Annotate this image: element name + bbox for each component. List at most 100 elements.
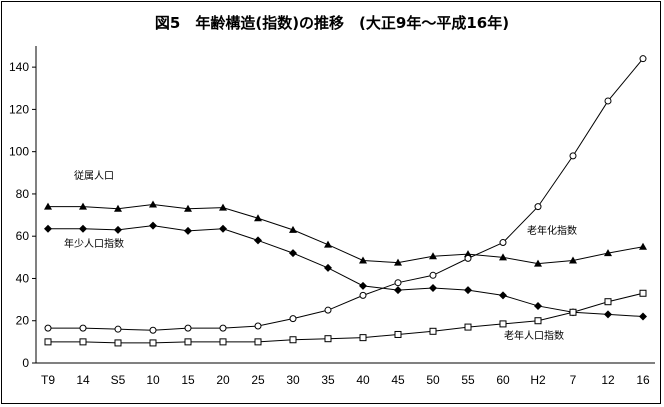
x-tick-label: 60 xyxy=(496,373,510,387)
data-point-s3-10 xyxy=(359,291,367,299)
data-point-s3-13 xyxy=(464,254,472,262)
data-point-s3-7 xyxy=(254,322,262,330)
x-tick-label: 7 xyxy=(570,373,577,387)
data-point-s3-9 xyxy=(324,306,332,314)
data-point-s2-3 xyxy=(114,225,122,234)
data-point-s1-5 xyxy=(184,204,192,212)
data-point-s3-14 xyxy=(499,239,507,247)
data-point-s3-8 xyxy=(289,315,297,323)
data-point-s2-15 xyxy=(534,301,542,310)
data-point-s2-13 xyxy=(464,286,472,295)
data-point-s3-15 xyxy=(534,203,542,211)
x-tick-label: S5 xyxy=(111,373,126,387)
data-point-s3-4 xyxy=(149,326,157,334)
data-point-s2-7 xyxy=(254,236,262,245)
x-tick-label: 15 xyxy=(181,373,195,387)
data-point-s4-3 xyxy=(114,339,122,347)
data-point-s4-12 xyxy=(429,327,437,335)
x-tick-label: 45 xyxy=(391,373,405,387)
data-point-s4-9 xyxy=(324,335,332,343)
x-tick-label: 10 xyxy=(146,373,160,387)
x-tick-label: 55 xyxy=(461,373,475,387)
data-point-s2-14 xyxy=(499,291,507,300)
data-point-s2-4 xyxy=(149,221,157,230)
data-point-s1-4 xyxy=(149,200,157,208)
data-point-s1-11 xyxy=(394,258,402,266)
data-point-s3-2 xyxy=(79,324,87,332)
data-point-s3-5 xyxy=(184,324,192,332)
data-point-s2-1 xyxy=(44,224,52,233)
data-point-s4-10 xyxy=(359,334,367,342)
data-point-s2-8 xyxy=(289,249,297,258)
data-point-s4-14 xyxy=(499,320,507,328)
series-label-4: 老年人口指数 xyxy=(504,329,564,342)
data-point-s4-5 xyxy=(184,338,192,346)
data-point-s4-4 xyxy=(149,339,157,347)
x-tick-label: 35 xyxy=(321,373,335,387)
x-tick-label: 30 xyxy=(286,373,300,387)
x-tick-label: T9 xyxy=(41,373,55,387)
data-point-s4-8 xyxy=(289,336,297,344)
x-tick-label: 16 xyxy=(636,373,650,387)
data-point-s4-2 xyxy=(79,338,87,346)
data-point-s4-15 xyxy=(534,317,542,325)
data-point-s2-6 xyxy=(219,224,227,233)
data-point-s3-18 xyxy=(639,55,647,63)
data-point-s4-16 xyxy=(569,308,577,316)
data-point-s3-11 xyxy=(394,279,402,287)
data-point-s1-8 xyxy=(289,225,297,233)
data-point-s1-15 xyxy=(534,259,542,267)
data-point-s4-6 xyxy=(219,338,227,346)
data-point-s1-14 xyxy=(499,253,507,261)
data-point-s1-16 xyxy=(569,256,577,264)
data-point-s2-18 xyxy=(639,312,647,321)
data-point-s4-7 xyxy=(254,338,262,346)
data-point-s2-12 xyxy=(429,283,437,292)
data-point-s2-10 xyxy=(359,281,367,290)
x-tick-label: 50 xyxy=(426,373,440,387)
data-point-s2-17 xyxy=(604,310,612,319)
series-line-1 xyxy=(48,203,644,265)
series-line-3 xyxy=(48,58,644,331)
y-tick-label: 60 xyxy=(16,229,30,243)
data-point-s4-11 xyxy=(394,330,402,338)
data-point-s3-17 xyxy=(604,97,612,105)
y-tick-label: 40 xyxy=(16,271,30,285)
data-point-s1-17 xyxy=(604,249,612,257)
y-tick-label: 0 xyxy=(22,356,29,370)
data-point-s2-2 xyxy=(79,224,87,233)
data-point-s1-2 xyxy=(79,202,87,210)
data-point-s3-16 xyxy=(569,152,577,160)
data-point-s4-1 xyxy=(44,338,52,346)
data-point-s3-1 xyxy=(44,324,52,332)
data-point-s4-13 xyxy=(464,323,472,331)
y-tick-label: 80 xyxy=(16,187,30,201)
data-point-s2-9 xyxy=(324,263,332,272)
data-point-s1-7 xyxy=(254,214,262,222)
y-tick-label: 120 xyxy=(9,102,29,116)
series-line-4 xyxy=(48,292,644,344)
x-tick-label: 40 xyxy=(356,373,370,387)
data-point-s4-17 xyxy=(604,298,612,306)
y-tick-label: 140 xyxy=(9,60,29,74)
data-point-s1-9 xyxy=(324,240,332,248)
series-line-2 xyxy=(48,225,644,318)
data-point-s3-6 xyxy=(219,324,227,332)
data-point-s1-10 xyxy=(359,256,367,264)
x-tick-label: H2 xyxy=(530,373,546,387)
series-label-1: 従属人口 xyxy=(74,169,114,182)
data-point-s1-1 xyxy=(44,202,52,210)
data-point-s2-11 xyxy=(394,286,402,295)
chart-title: 図5 年齢構造(指数)の推移 (大正9年～平成16年) xyxy=(154,14,510,32)
x-tick-label: 25 xyxy=(251,373,265,387)
x-tick-label: 14 xyxy=(76,373,90,387)
x-tick-label: 20 xyxy=(216,373,230,387)
y-tick-label: 100 xyxy=(9,145,29,159)
data-point-s4-18 xyxy=(639,289,647,297)
data-point-s3-12 xyxy=(429,271,437,279)
data-point-s2-5 xyxy=(184,226,192,235)
data-point-s1-3 xyxy=(114,204,122,212)
data-point-s3-3 xyxy=(114,325,122,333)
data-point-s1-12 xyxy=(429,252,437,260)
